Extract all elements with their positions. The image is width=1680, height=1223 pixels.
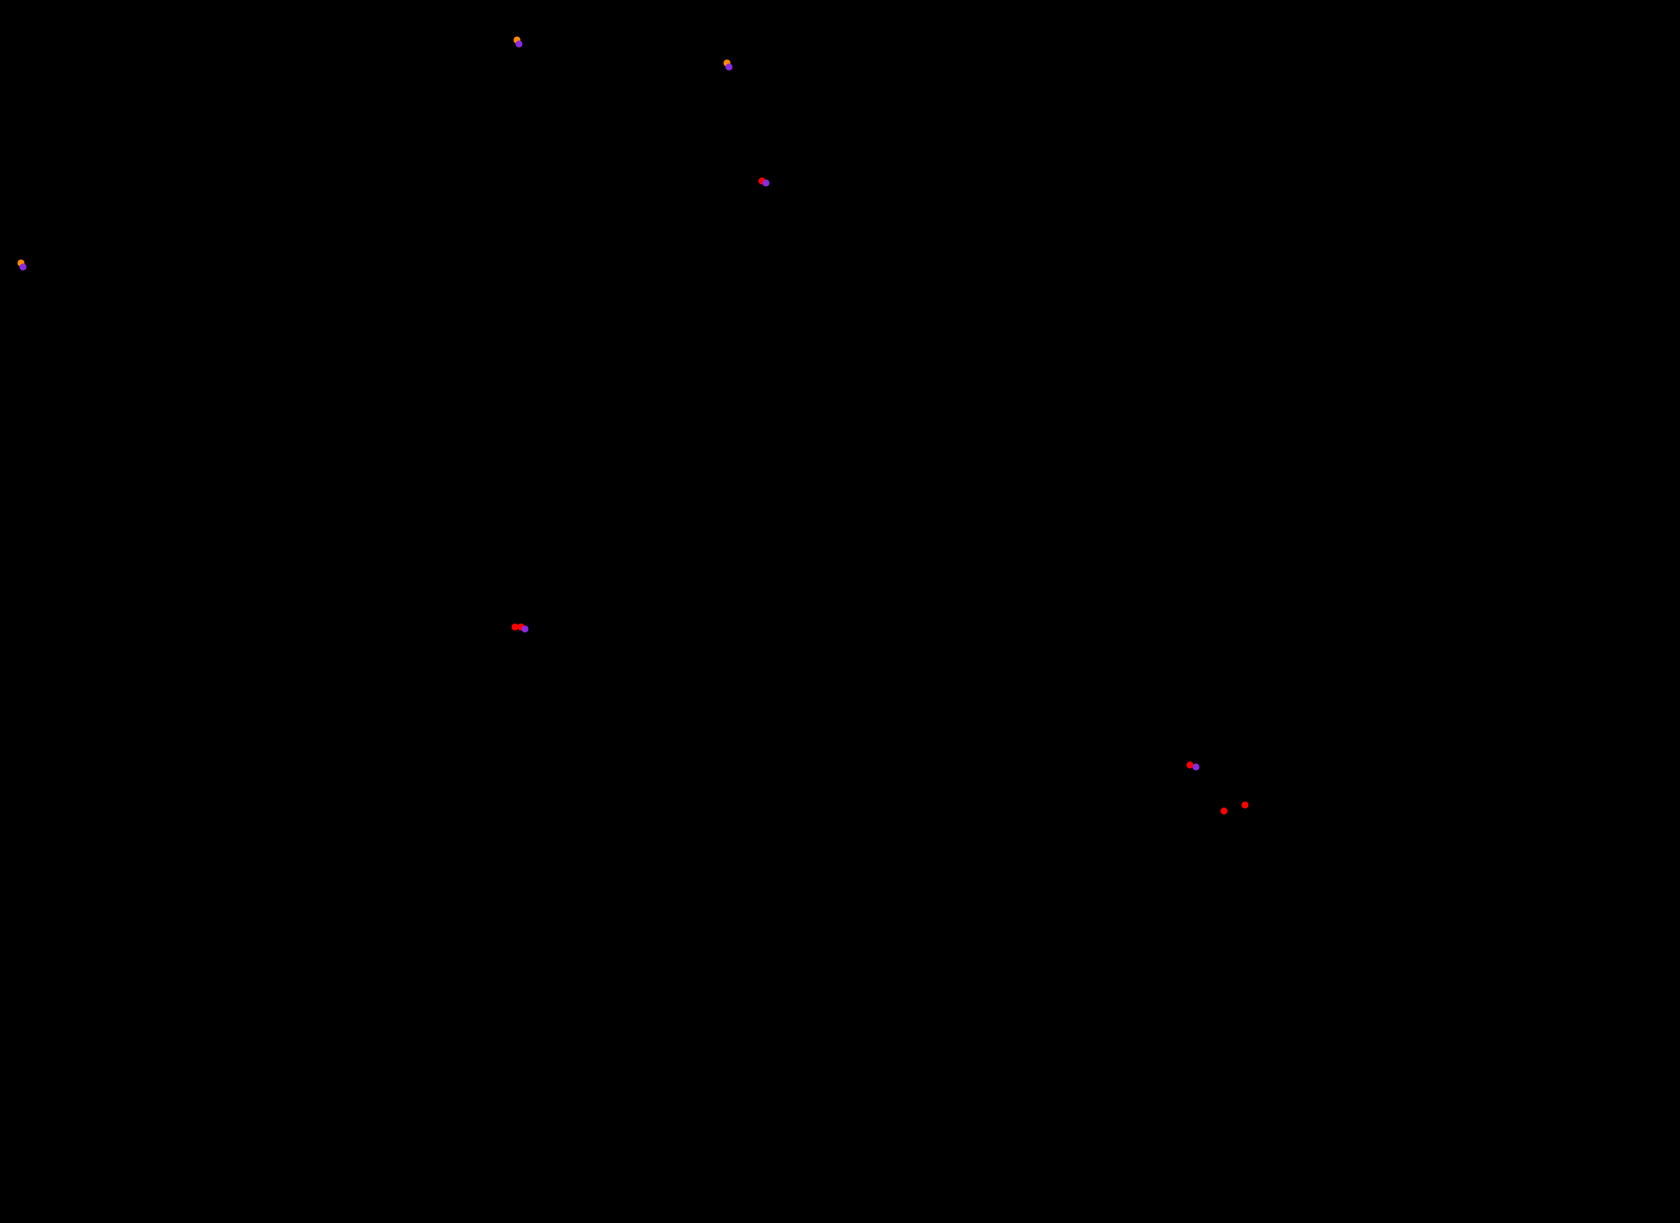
scatter-point — [1193, 764, 1200, 771]
scatter-plot — [0, 0, 1680, 1223]
scatter-point — [763, 180, 770, 187]
scatter-point — [726, 64, 733, 71]
scatter-point — [1221, 808, 1228, 815]
scatter-point — [1242, 802, 1249, 809]
scatter-point — [522, 626, 529, 633]
scatter-point — [20, 264, 27, 271]
scatter-point — [516, 41, 523, 48]
